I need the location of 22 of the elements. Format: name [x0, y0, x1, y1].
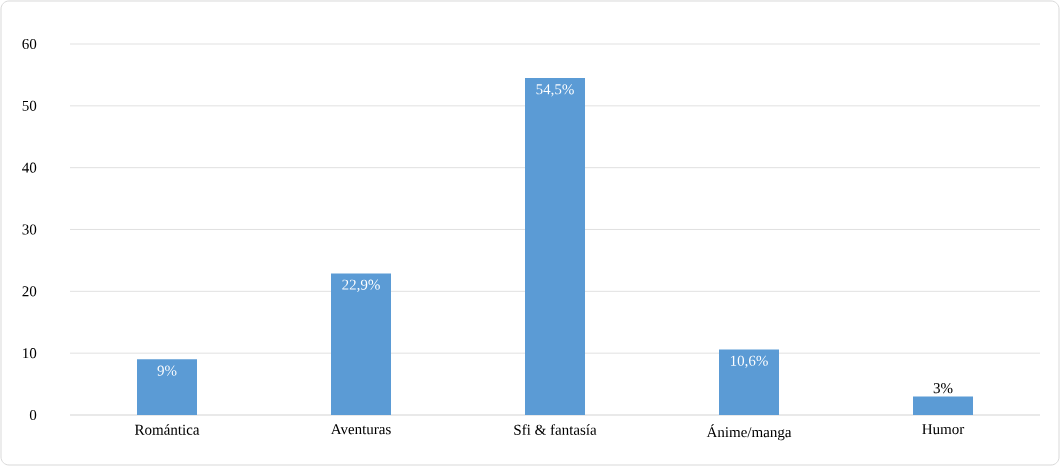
data-label: 22,9% [342, 279, 380, 292]
x-tick-label: Romántica [134, 424, 200, 435]
bar [913, 396, 974, 415]
x-tick-label: Sfi & fantasía [514, 424, 597, 435]
y-tick-label: 0 [29, 409, 37, 421]
y-tick-label: 30 [22, 224, 37, 235]
data-label: 3% [933, 383, 953, 394]
y-tick-label: 60 [22, 38, 37, 50]
data-label: 9% [157, 365, 177, 376]
y-tick-label: 50 [22, 100, 37, 111]
data-label: 54,5% [536, 84, 574, 97]
y-tick-label: 20 [22, 286, 37, 297]
bar [331, 273, 391, 415]
x-tick-label: Aventuras [330, 424, 391, 435]
y-tick-label: 40 [22, 162, 37, 173]
bar [719, 349, 780, 415]
y-tick-label: 10 [23, 348, 37, 359]
bar [525, 78, 585, 415]
x-tick-label: Humor [922, 424, 965, 435]
data-label: 10,6% [730, 355, 768, 368]
x-tick-label: Ánime/manga [706, 424, 792, 441]
bar [137, 359, 197, 415]
